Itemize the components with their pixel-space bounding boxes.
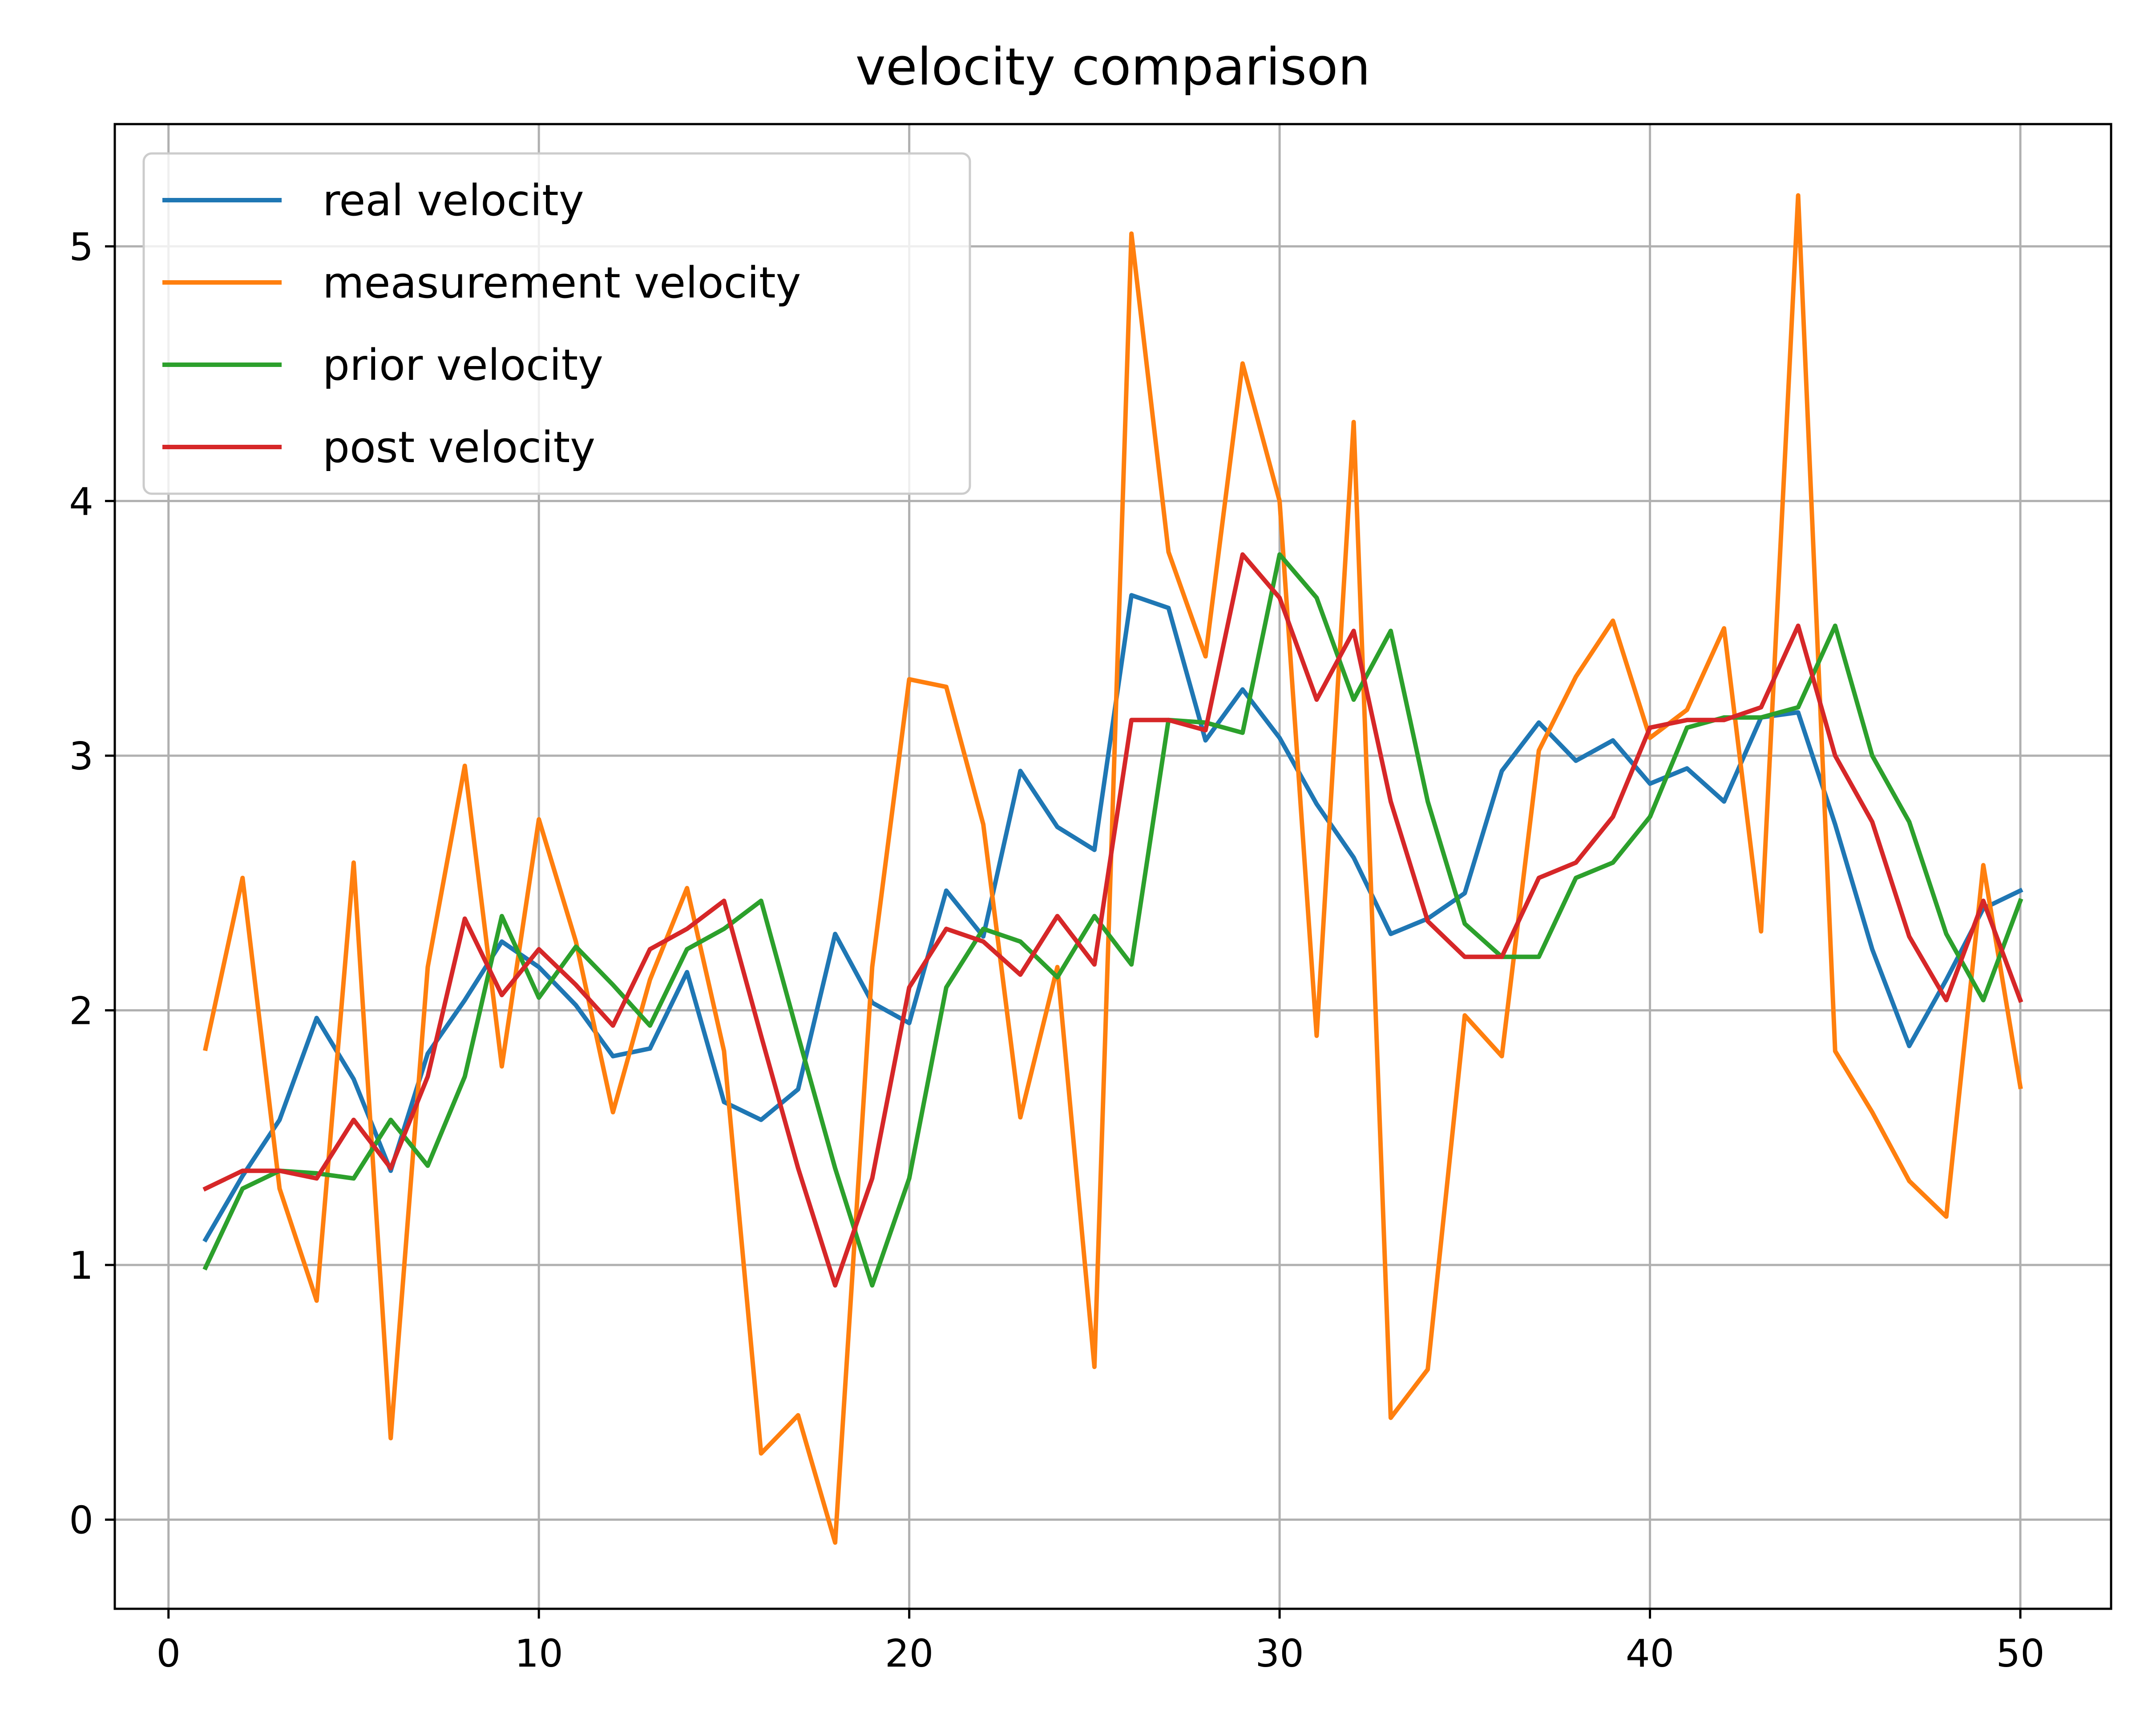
legend-label: real velocity — [323, 176, 584, 226]
legend-label: prior velocity — [323, 340, 603, 390]
legend-label: post velocity — [323, 423, 595, 472]
y-tick-label: 0 — [69, 1498, 93, 1543]
x-tick-label: 20 — [885, 1631, 933, 1676]
y-tick-label: 3 — [69, 734, 93, 779]
tick-marks: 0 10 20 30 40 50 0 1 2 3 4 5 — [69, 225, 2044, 1676]
axes-frame — [113, 123, 2112, 1610]
x-tick-label: 50 — [1996, 1631, 2044, 1676]
y-tick-label: 5 — [69, 225, 93, 270]
y-tick-label: 4 — [69, 479, 93, 524]
series-line-2 — [203, 193, 2023, 1545]
chart-title: velocity comparison — [856, 37, 1370, 97]
x-tick-label: 10 — [514, 1631, 563, 1676]
legend-label: measurement velocity — [323, 258, 801, 308]
series-line-4 — [202, 552, 2023, 1288]
series-line-1 — [202, 593, 2023, 1243]
x-tick-label: 30 — [1255, 1631, 1304, 1676]
x-tick-label: 40 — [1626, 1631, 1674, 1676]
legend: real velocity measurement velocity prior v… — [142, 152, 971, 495]
x-tick-label: 0 — [156, 1631, 181, 1676]
legend-box — [142, 152, 971, 495]
y-tick-label: 2 — [69, 989, 93, 1033]
y-tick-label: 1 — [69, 1244, 93, 1288]
series-lines — [202, 193, 2023, 1545]
